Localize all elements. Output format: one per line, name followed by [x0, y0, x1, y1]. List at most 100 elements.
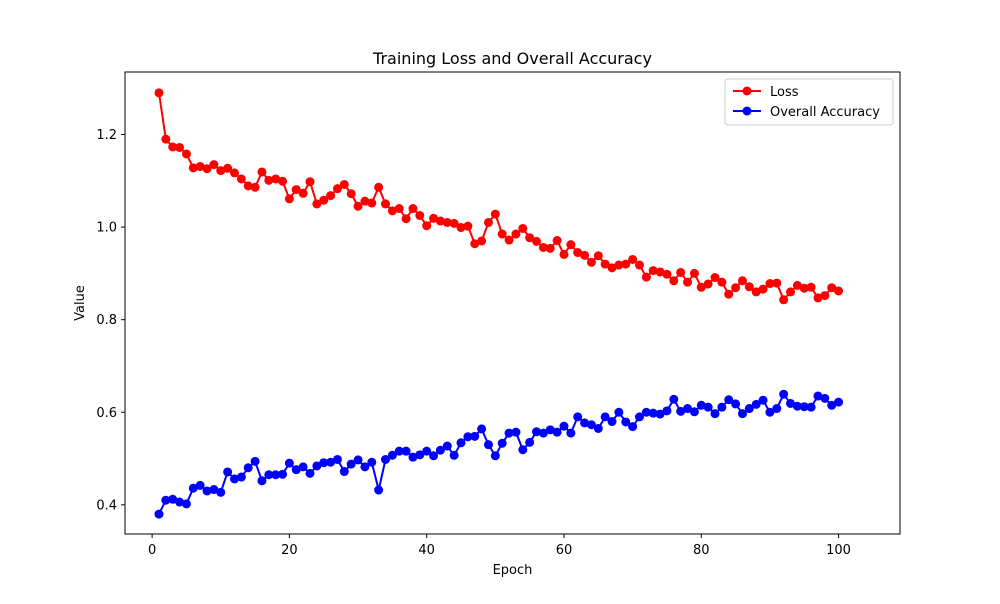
overall-accuracy-point	[305, 468, 315, 478]
overall-accuracy-point	[346, 459, 356, 469]
loss-point	[381, 199, 391, 209]
overall-accuracy-point	[250, 456, 260, 466]
loss-point	[408, 204, 418, 214]
overall-accuracy-point	[641, 407, 651, 417]
legend-accuracy-label: Overall Accuracy	[770, 105, 880, 120]
overall-accuracy-point	[580, 418, 590, 428]
overall-accuracy-point	[271, 470, 281, 480]
x-tick-label: 20	[281, 543, 298, 558]
overall-accuracy-point	[751, 399, 761, 409]
loss-point	[298, 188, 308, 198]
overall-accuracy-point	[202, 486, 212, 496]
overall-accuracy-point	[648, 408, 658, 418]
overall-accuracy-point	[834, 397, 844, 407]
overall-accuracy-point	[490, 451, 500, 461]
loss-point	[696, 282, 706, 292]
loss-point	[216, 166, 226, 176]
loss-point	[648, 266, 658, 276]
overall-accuracy-point	[689, 407, 699, 417]
overall-accuracy-point	[188, 483, 198, 493]
loss-point	[717, 277, 727, 287]
overall-accuracy-point	[621, 417, 631, 427]
loss-point	[374, 182, 384, 192]
loss-point	[552, 236, 562, 246]
loss-point	[161, 134, 171, 144]
loss-point	[257, 167, 267, 177]
loss-point	[772, 278, 782, 288]
loss-point	[490, 209, 500, 219]
overall-accuracy-point	[724, 395, 734, 405]
x-tick-label: 40	[418, 543, 435, 558]
overall-accuracy-point	[532, 427, 542, 437]
overall-accuracy-point	[806, 402, 816, 412]
y-tick-label: 0.8	[96, 313, 117, 328]
overall-accuracy-point	[264, 470, 274, 480]
overall-accuracy-point	[374, 485, 384, 495]
x-tick-label: 60	[556, 543, 573, 558]
legend-loss-marker	[742, 86, 752, 96]
loss-point	[799, 283, 809, 293]
loss-point	[332, 184, 342, 194]
overall-accuracy-point	[525, 437, 535, 447]
overall-accuracy-point	[463, 432, 473, 442]
loss-point	[586, 257, 596, 267]
loss-point	[607, 263, 617, 273]
loss-point	[662, 269, 672, 279]
loss-point	[683, 277, 693, 287]
x-tick-label: 80	[693, 543, 710, 558]
overall-accuracy-point	[181, 499, 191, 509]
overall-accuracy-point	[339, 467, 349, 477]
overall-accuracy-point	[737, 409, 747, 419]
overall-accuracy-point	[696, 400, 706, 410]
loss-point	[401, 214, 411, 224]
overall-accuracy-point	[387, 450, 397, 460]
loss-point	[353, 201, 363, 211]
loss-point	[209, 160, 219, 170]
overall-accuracy-point	[731, 399, 741, 409]
loss-point	[367, 198, 377, 208]
overall-accuracy-point	[319, 458, 329, 468]
loss-point	[765, 279, 775, 289]
loss-point	[737, 276, 747, 286]
overall-accuracy-point	[669, 394, 679, 404]
overall-accuracy-point	[401, 446, 411, 456]
loss-point	[820, 291, 830, 301]
loss-point	[181, 149, 191, 159]
loss-point	[655, 267, 665, 277]
loss-point	[243, 181, 253, 191]
overall-accuracy-point	[456, 438, 466, 448]
loss-point	[278, 176, 288, 186]
y-tick-label: 1.2	[96, 128, 117, 143]
loss-point	[545, 243, 555, 253]
legend-box	[724, 78, 894, 126]
overall-accuracy-point	[552, 427, 562, 437]
overall-accuracy-point	[799, 402, 809, 412]
y-tick-label: 0.6	[96, 406, 117, 421]
loss-point	[559, 249, 569, 259]
loss-point	[827, 283, 837, 293]
overall-accuracy-point	[154, 509, 164, 519]
loss-point	[703, 279, 713, 289]
overall-accuracy-point	[779, 389, 789, 399]
loss-point	[689, 268, 699, 278]
overall-accuracy-point	[209, 485, 219, 495]
overall-accuracy-point	[676, 406, 686, 416]
loss-point	[758, 284, 768, 294]
loss-point	[511, 229, 521, 239]
overall-accuracy-point	[758, 395, 768, 405]
overall-accuracy-point	[511, 427, 521, 437]
loss-point	[291, 185, 301, 195]
overall-accuracy-point	[381, 454, 391, 464]
overall-accuracy-point	[291, 465, 301, 475]
overall-accuracy-point	[360, 462, 370, 472]
overall-accuracy-point	[216, 487, 226, 497]
loss-point	[806, 282, 816, 292]
axes-layer: 0 20 40 60 80 100 0.4 0.6 0.8 1.0 1.2	[96, 128, 851, 558]
loss-point	[429, 213, 439, 223]
loss-point	[202, 164, 212, 174]
loss-point	[593, 251, 603, 261]
loss-point	[422, 221, 432, 231]
overall-accuracy-point	[820, 393, 830, 403]
loss-point	[573, 248, 583, 258]
